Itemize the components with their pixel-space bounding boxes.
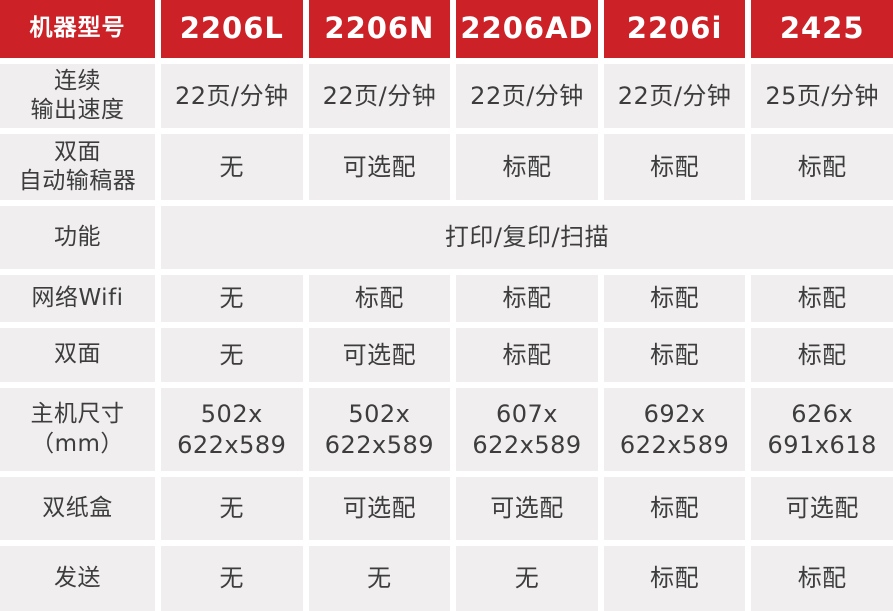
table-cell: 可选配 [308,477,451,540]
row-label-network-wifi: 网络Wifi [0,275,155,322]
table-cell: 标配 [456,275,598,322]
table-cell: 无 [161,134,303,200]
table-cell: 可选配 [456,477,598,540]
table-cell: 标配 [603,275,746,322]
table-cell: 22页/分钟 [308,64,451,128]
table-cell: 标配 [456,328,598,382]
table-cell: 502x 622x589 [308,388,451,471]
header-cell-model-2425: 2425 [751,0,893,58]
table-cell: 626x 691x618 [751,388,893,471]
row-label-dual-paper-tray: 双纸盒 [0,477,155,540]
table-cell: 标配 [603,477,746,540]
row-label-output-speed: 连续 输出速度 [0,64,155,128]
table-cell: 标配 [751,546,893,611]
table-cell: 无 [456,546,598,611]
header-cell-model-2206AD: 2206AD [456,0,598,58]
table-cell: 标配 [603,328,746,382]
row-label-functions: 功能 [0,206,155,269]
row-label-dimensions: 主机尺寸 （mm） [0,388,155,471]
table-cell: 607x 622x589 [456,388,598,471]
table-cell: 标配 [751,328,893,382]
table-cell: 可选配 [308,328,451,382]
row-label-send: 发送 [0,546,155,611]
row-label-duplex: 双面 [0,328,155,382]
header-cell-model-2206i: 2206i [603,0,746,58]
table-cell: 无 [161,477,303,540]
table-cell: 标配 [751,134,893,200]
table-cell: 25页/分钟 [751,64,893,128]
table-cell: 无 [161,328,303,382]
table-cell: 692x 622x589 [603,388,746,471]
table-cell: 22页/分钟 [161,64,303,128]
table-cell: 22页/分钟 [603,64,746,128]
header-cell-model-title: 机器型号 [0,0,155,58]
header-cell-model-2206L: 2206L [161,0,303,58]
table-cell: 502x 622x589 [161,388,303,471]
table-cell: 可选配 [308,134,451,200]
header-cell-model-2206N: 2206N [308,0,451,58]
table-cell-functions-merged: 打印/复印/扫描 [161,206,893,269]
table-cell: 标配 [751,275,893,322]
table-cell: 标配 [603,546,746,611]
table-cell: 标配 [456,134,598,200]
table-cell: 标配 [308,275,451,322]
table-cell: 可选配 [751,477,893,540]
table-cell: 标配 [603,134,746,200]
table-cell: 无 [161,546,303,611]
table-cell: 22页/分钟 [456,64,598,128]
table-cell: 无 [308,546,451,611]
row-label-duplex-adf: 双面 自动输稿器 [0,134,155,200]
table-cell: 无 [161,275,303,322]
